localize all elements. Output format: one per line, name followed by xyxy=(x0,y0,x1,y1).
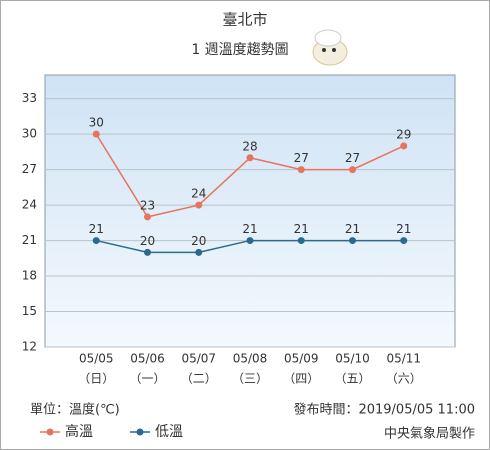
value-label: 29 xyxy=(396,127,411,141)
value-label: 28 xyxy=(242,139,257,153)
chart-title: 臺北市 xyxy=(222,11,267,29)
x-weekday-label: （六） xyxy=(386,372,422,386)
point xyxy=(400,142,408,150)
y-tick-label: 30 xyxy=(22,127,37,141)
point xyxy=(195,201,203,209)
x-weekday-label: （一） xyxy=(129,372,165,386)
x-tick-label: 05/09 xyxy=(284,352,319,366)
x-weekday-label: （二） xyxy=(181,372,217,386)
source: 中央氣象局製作 xyxy=(384,427,475,442)
y-tick-label: 18 xyxy=(22,269,37,283)
value-label: 30 xyxy=(89,116,104,130)
value-label: 21 xyxy=(396,222,411,236)
legend-marker xyxy=(46,428,54,436)
unit-note: 單位：溫度(℃) xyxy=(30,402,120,418)
value-label: 27 xyxy=(345,151,360,165)
value-label: 24 xyxy=(191,187,206,201)
issued-time: 發布時間：2019/05/05 11:00 xyxy=(293,403,475,418)
x-tick-label: 05/11 xyxy=(386,352,421,366)
y-tick-label: 27 xyxy=(22,162,37,176)
legend-label: 低溫 xyxy=(155,424,183,440)
x-weekday-label: （三） xyxy=(232,372,268,386)
point xyxy=(349,166,356,174)
x-tick-label: 05/07 xyxy=(181,352,216,366)
legend-marker xyxy=(136,428,144,436)
point xyxy=(297,237,305,245)
x-tick-label: 05/10 xyxy=(335,352,370,366)
value-label: 21 xyxy=(89,222,104,236)
point xyxy=(195,248,203,256)
y-tick-label: 15 xyxy=(22,304,37,318)
point xyxy=(92,237,100,245)
point xyxy=(297,166,305,174)
x-tick-label: 05/08 xyxy=(233,352,268,366)
value-label: 20 xyxy=(140,234,155,248)
value-label: 21 xyxy=(345,222,360,236)
value-label: 27 xyxy=(294,151,309,165)
value-label: 20 xyxy=(191,234,206,248)
point xyxy=(92,130,100,138)
y-tick-label: 24 xyxy=(22,198,37,212)
x-weekday-label: （五） xyxy=(334,372,370,386)
value-label: 23 xyxy=(140,198,155,212)
legend-label: 高溫 xyxy=(65,423,93,440)
value-label: 21 xyxy=(294,222,309,236)
y-tick-label: 12 xyxy=(22,340,37,354)
x-tick-label: 05/05 xyxy=(79,352,114,366)
point xyxy=(400,237,408,245)
point xyxy=(246,237,254,245)
point xyxy=(349,237,356,245)
plot-area xyxy=(44,74,456,348)
y-tick-label: 21 xyxy=(22,233,37,247)
x-weekday-label: （日） xyxy=(78,372,114,386)
point xyxy=(144,248,151,256)
x-tick-label: 05/06 xyxy=(130,352,165,366)
x-weekday-label: （四） xyxy=(283,372,319,386)
value-label: 21 xyxy=(242,222,257,236)
chart-subtitle: 1 週溫度趨勢圖 xyxy=(191,42,288,58)
point xyxy=(144,213,151,221)
mascot-icon xyxy=(312,29,348,66)
y-tick-label: 33 xyxy=(22,91,37,105)
point xyxy=(246,154,254,162)
